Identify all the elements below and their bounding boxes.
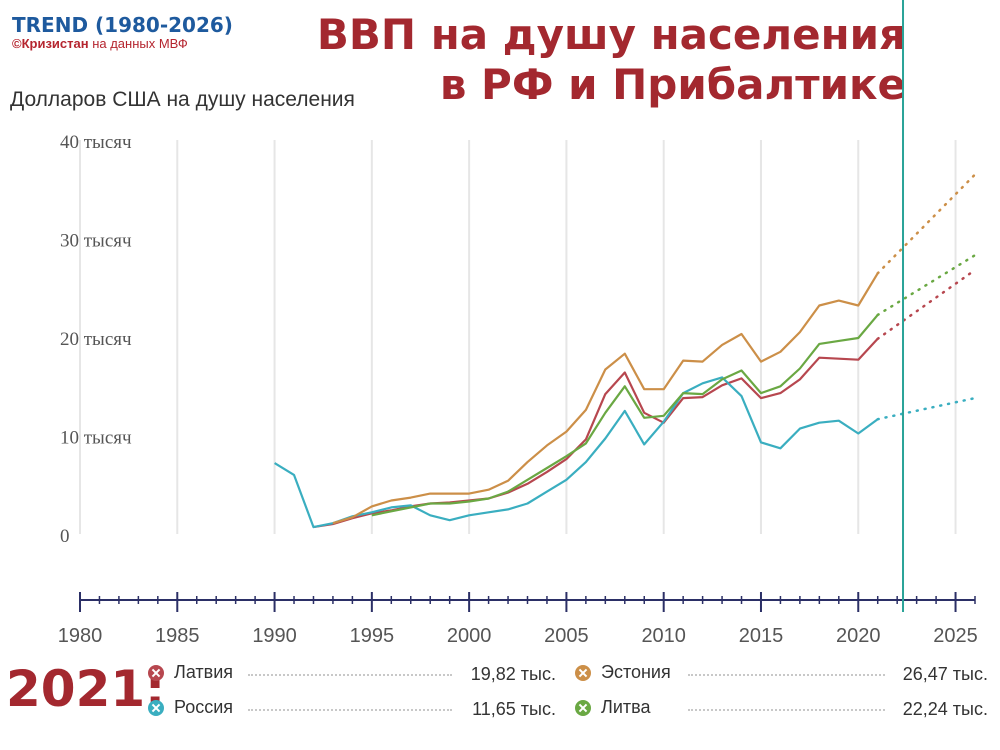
legend-marker-icon	[148, 664, 164, 681]
series-forecast-line	[876, 173, 977, 275]
legend-year: 2021:	[6, 660, 166, 718]
legend-item-label: Россия	[174, 697, 234, 717]
legend-item: Литва	[575, 697, 650, 718]
legend-item-value: 11,65 тыс.	[472, 699, 556, 719]
y-tick-label: 20 тысяч	[60, 329, 132, 350]
x-tick-label: 2000	[447, 625, 492, 647]
legend-leader-dots	[688, 709, 885, 711]
y-tick-label: 30 тысяч	[60, 231, 132, 252]
series-forecast-line	[876, 396, 977, 421]
x-tick-label: 2015	[739, 625, 784, 647]
legend-marker-icon	[575, 664, 591, 681]
x-tick-label: 2025	[933, 625, 978, 647]
y-axis-unit-label: Долларов США на душу населения	[10, 88, 355, 111]
x-tick-label: 1985	[155, 625, 200, 647]
x-tick-label: 2010	[641, 625, 686, 647]
brand-block: TREND (1980-2026) ©Кризистан на данных М…	[12, 14, 233, 51]
x-tick-label: 1980	[58, 625, 103, 647]
chart-title-line-1: ВВП на душу населения	[316, 10, 906, 59]
legend-item-label: Эстония	[601, 662, 671, 682]
legend-item: Латвия	[148, 662, 233, 683]
x-tick-label: 1995	[350, 625, 395, 647]
legend-item-label: Латвия	[174, 662, 234, 682]
x-tick-label: 1990	[252, 625, 297, 647]
legend-leader-dots	[688, 674, 885, 676]
legend-marker-icon	[148, 699, 164, 716]
brand-credit-source: на данных МВФ	[88, 36, 188, 51]
legend-item-value: 19,82 тыс.	[470, 664, 556, 684]
brand-credit: ©Кризистан на данных МВФ	[12, 36, 233, 51]
legend-item-value: 26,47 тыс.	[902, 664, 988, 684]
chart-title: ВВП на душу населения в РФ и Прибалтике	[317, 10, 906, 110]
series-forecast-line	[876, 253, 977, 317]
gdp-line-chart: 1980 1985 1990 1995 2000 2005 2010 2015 2020 2025…	[58, 0, 978, 647]
legend-item: Россия	[148, 697, 233, 718]
y-tick-label: 40 тысяч	[60, 132, 132, 153]
legend-item: Эстония	[575, 662, 671, 683]
legend-item-label: Литва	[601, 697, 651, 717]
y-tick-label: 10 тысяч	[60, 428, 132, 449]
chart-title-line-2: в РФ и Прибалтике	[439, 60, 906, 109]
legend-leader-dots	[248, 674, 452, 676]
legend-item-value: 22,24 тыс.	[902, 699, 988, 719]
brand-title: TREND (1980-2026)	[12, 13, 233, 37]
brand-credit-name: ©Кризистан	[12, 36, 89, 51]
series-forecast-line	[876, 268, 977, 341]
legend-leader-dots	[248, 709, 452, 711]
legend-marker-icon	[575, 699, 591, 716]
series-line	[274, 376, 879, 529]
x-tick-label: 2005	[544, 625, 589, 647]
x-tick-label: 2020	[836, 625, 881, 647]
y-tick-label: 0	[60, 526, 70, 547]
series-line	[332, 272, 879, 525]
series-line	[371, 314, 879, 517]
